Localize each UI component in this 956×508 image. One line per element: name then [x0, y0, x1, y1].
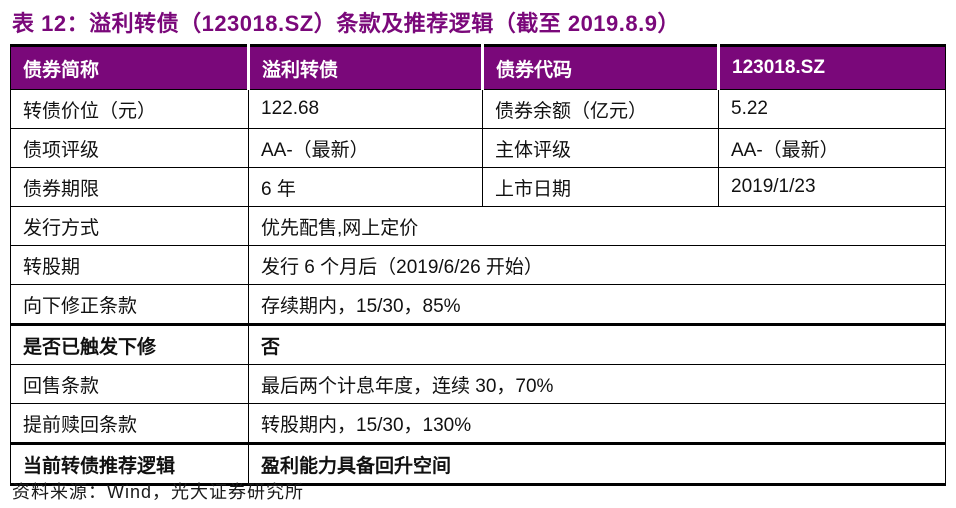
- table-row-recommendation: 当前转债推荐逻辑 盈利能力具备回升空间: [10, 442, 946, 485]
- table-row-put-clause: 回售条款 最后两个计息年度，连续 30，70%: [10, 364, 946, 404]
- header-cell-bond-code-label: 债券代码: [482, 45, 720, 90]
- table-row-revision-triggered: 是否已触发下修 否: [10, 323, 946, 365]
- row-label: 债项评级: [10, 128, 249, 168]
- row-value: 优先配售,网上定价: [248, 206, 946, 246]
- row-value: AA-（最新）: [248, 128, 483, 168]
- row-label: 提前赎回条款: [10, 403, 249, 444]
- header-cell-bond-name-label: 债券简称: [10, 45, 250, 90]
- row-value: AA-（最新）: [718, 128, 946, 168]
- table-row-downward-revision: 向下修正条款 存续期内，15/30，85%: [10, 284, 946, 325]
- bond-terms-table: 债券简称 溢利转债 债券代码 123018.SZ 转债价位（元） 122.68 …: [10, 44, 946, 486]
- table-row-conversion-period: 转股期 发行 6 个月后（2019/6/26 开始）: [10, 245, 946, 285]
- row-label: 债券余额（亿元）: [482, 89, 719, 129]
- row-value: 盈利能力具备回升空间: [248, 442, 946, 485]
- header-cell-bond-code-value: 123018.SZ: [718, 45, 946, 90]
- row-label: 发行方式: [10, 206, 249, 246]
- row-value: 存续期内，15/30，85%: [248, 284, 946, 325]
- header-cell-bond-name-value: 溢利转债: [248, 45, 484, 90]
- row-label: 回售条款: [10, 364, 249, 404]
- row-label: 债券期限: [10, 167, 249, 207]
- row-label: 当前转债推荐逻辑: [10, 442, 249, 485]
- row-value: 122.68: [248, 89, 483, 129]
- table-row-issue-method: 发行方式 优先配售,网上定价: [10, 206, 946, 246]
- source-note: 资料来源：Wind，光大证券研究所: [12, 482, 305, 502]
- row-label: 转债价位（元）: [10, 89, 249, 129]
- table-row-call-clause: 提前赎回条款 转股期内，15/30，130%: [10, 403, 946, 444]
- row-label: 主体评级: [482, 128, 719, 168]
- table-row-term: 债券期限 6 年 上市日期 2019/1/23: [10, 167, 946, 207]
- row-label: 是否已触发下修: [10, 323, 249, 365]
- row-label: 向下修正条款: [10, 284, 249, 325]
- table-row-price: 转债价位（元） 122.68 债券余额（亿元） 5.22: [10, 89, 946, 129]
- row-label: 上市日期: [482, 167, 719, 207]
- row-value: 转股期内，15/30，130%: [248, 403, 946, 444]
- row-value: 发行 6 个月后（2019/6/26 开始）: [248, 245, 946, 285]
- row-value: 否: [248, 323, 946, 365]
- row-label: 转股期: [10, 245, 249, 285]
- row-value: 5.22: [718, 89, 946, 129]
- row-value: 2019/1/23: [718, 167, 946, 207]
- row-value: 6 年: [248, 167, 483, 207]
- table-row-rating: 债项评级 AA-（最新） 主体评级 AA-（最新）: [10, 128, 946, 168]
- row-value: 最后两个计息年度，连续 30，70%: [248, 364, 946, 404]
- table-header-row: 债券简称 溢利转债 债券代码 123018.SZ: [10, 45, 946, 90]
- table-title: 表 12：溢利转债（123018.SZ）条款及推荐逻辑（截至 2019.8.9）: [12, 11, 680, 36]
